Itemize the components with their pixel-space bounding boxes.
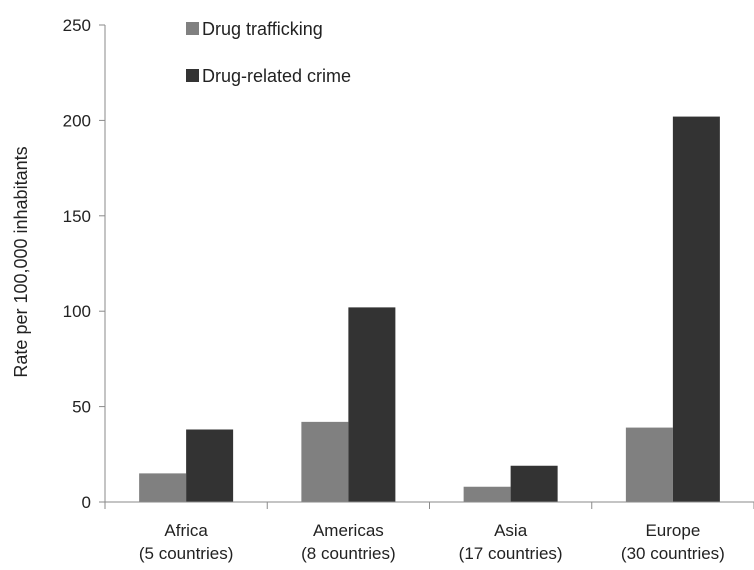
- bar-drug-trafficking: [139, 473, 187, 502]
- y-tick-label: 200: [63, 111, 91, 130]
- bar-drug-related-crime: [672, 116, 720, 503]
- x-category-label: Americas: [313, 521, 384, 540]
- bar-drug-trafficking: [301, 421, 349, 502]
- x-category-label: Africa: [164, 521, 208, 540]
- x-category-label: (8 countries): [301, 544, 395, 563]
- y-tick-label: 150: [63, 207, 91, 226]
- x-axis-ticks: Africa (5 countries) Americas (8 countries)…: [104, 502, 754, 563]
- x-category-label: (5 countries): [139, 544, 233, 563]
- x-category-label: (30 countries): [621, 544, 725, 563]
- bar-drug-related-crime: [348, 307, 396, 502]
- y-tick-label: 100: [63, 302, 91, 321]
- legend-label: Drug-related crime: [202, 66, 351, 86]
- x-category-label: Asia: [494, 521, 528, 540]
- bar-drug-related-crime: [510, 465, 558, 502]
- legend-swatch: [186, 69, 199, 82]
- y-tick-label: 50: [72, 398, 91, 417]
- y-tick-label: 250: [63, 16, 91, 35]
- bar-drug-related-crime: [186, 429, 234, 502]
- bars: [139, 116, 720, 503]
- x-category-label: (17 countries): [459, 544, 563, 563]
- legend: Drug trafficking Drug-related crime: [186, 19, 351, 86]
- y-axis-ticks: 0 50 100 150 200 250: [63, 16, 105, 512]
- bar-drug-trafficking: [625, 427, 673, 502]
- y-axis-label: Rate per 100,000 inhabitants: [11, 146, 31, 377]
- x-category-label: Europe: [645, 521, 700, 540]
- legend-label: Drug trafficking: [202, 19, 323, 39]
- y-tick-label: 0: [82, 493, 91, 512]
- bar-drug-trafficking: [463, 486, 511, 502]
- legend-swatch: [186, 22, 199, 35]
